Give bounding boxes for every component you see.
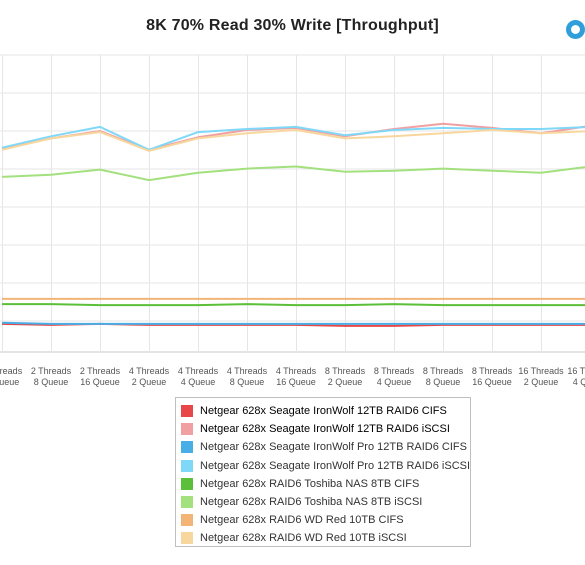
info-icon[interactable]	[566, 20, 585, 39]
legend-item[interactable]: Netgear 628x Seagate IronWolf 12TB RAID6…	[176, 402, 470, 420]
legend-label: Netgear 628x Seagate IronWolf Pro 12TB R…	[200, 441, 467, 454]
legend-item[interactable]: Netgear 628x Seagate IronWolf 12TB RAID6…	[176, 420, 470, 438]
x-tick-label: 4 Threads 16 Queue	[276, 366, 317, 387]
legend-swatch	[181, 496, 193, 509]
legend-swatch	[181, 405, 193, 418]
x-tick-label: 8 Threads 8 Queue	[423, 366, 464, 387]
legend-label: Netgear 628x RAID6 WD Red 10TB iSCSI	[200, 532, 407, 545]
x-tick-label: 8 Threads 4 Queue	[374, 366, 415, 387]
legend-swatch	[181, 514, 193, 527]
legend-swatch	[181, 477, 193, 490]
legend-item[interactable]: Netgear 628x Seagate IronWolf Pro 12TB R…	[176, 457, 470, 475]
chart-grid	[0, 54, 585, 353]
x-tick-label: 16 Threads 2 Queue	[518, 366, 564, 387]
legend-label: Netgear 628x Seagate IronWolf 12TB RAID6…	[200, 423, 450, 436]
legend-item[interactable]: Netgear 628x RAID6 WD Red 10TB iSCSI	[176, 529, 470, 547]
series-line-6	[1, 165, 585, 182]
legend-label: Netgear 628x RAID6 WD Red 10TB CIFS	[200, 514, 404, 527]
legend-label: Netgear 628x Seagate IronWolf Pro 12TB R…	[200, 459, 471, 472]
legend-label: Netgear 628x RAID6 Toshiba NAS 8TB iSCSI	[200, 496, 423, 509]
x-tick-label: 2 Threads 8 Queue	[31, 366, 72, 387]
x-tick-label: 4 Threads 2 Queue	[129, 366, 170, 387]
legend-swatch	[181, 441, 193, 454]
x-tick-label: 8 Threads 2 Queue	[325, 366, 366, 387]
x-tick-label: 8 Threads 16 Queue	[472, 366, 513, 387]
series-line-8	[1, 129, 585, 152]
x-tick-label: 4 Threads 8 Queue	[227, 366, 268, 387]
legend-item[interactable]: Netgear 628x RAID6 Toshiba NAS 8TB CIFS	[176, 475, 470, 493]
legend-swatch	[181, 423, 193, 436]
legend-label: Netgear 628x RAID6 Toshiba NAS 8TB CIFS	[200, 477, 420, 490]
legend-label: Netgear 628x Seagate IronWolf 12TB RAID6…	[200, 405, 447, 418]
chart-title: 8K 70% Read 30% Write [Throughput]	[146, 17, 439, 34]
legend-item[interactable]: Netgear 628x RAID6 Toshiba NAS 8TB iSCSI	[176, 493, 470, 511]
legend-swatch	[181, 459, 193, 472]
chart-series	[1, 122, 585, 327]
legend-item[interactable]: Netgear 628x Seagate IronWolf Pro 12TB R…	[176, 438, 470, 456]
x-tick-label: 2 Threads 16 Queue	[80, 366, 121, 387]
legend-swatch	[181, 532, 193, 545]
series-line-3	[1, 321, 585, 325]
legend-item[interactable]: Netgear 628x RAID6 WD Red 10TB CIFS	[176, 511, 470, 529]
chart-legend: Netgear 628x Seagate IronWolf 12TB RAID6…	[175, 397, 471, 547]
x-tick-label: 4 Threads 4 Queue	[178, 366, 219, 387]
series-line-5	[2, 303, 585, 307]
